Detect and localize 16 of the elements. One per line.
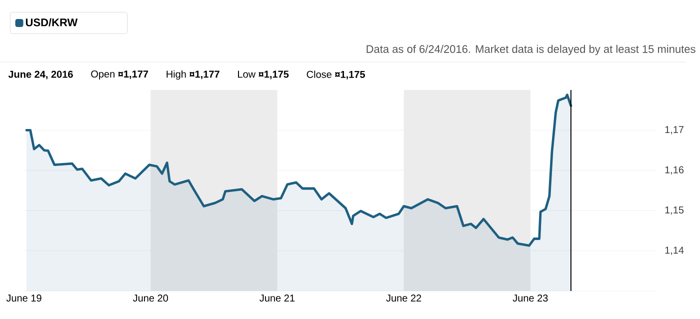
y-tick-label: 1,17 — [665, 126, 684, 134]
text: Low ¤1,175 — [238, 70, 289, 80]
y-tick-label: 1,14 — [665, 246, 684, 255]
x-tick-label: June 21 — [260, 294, 294, 302]
text: Open ¤1,177 — [91, 70, 148, 80]
y-tick-label: 1,15 — [665, 206, 684, 215]
text: High ¤1,177 — [166, 70, 220, 80]
x-tick-label: June 23 — [512, 294, 548, 302]
text: Close ¤1,175 — [306, 70, 365, 80]
x-tick-label: June 19 — [6, 294, 42, 302]
x-tick-label: June 22 — [386, 294, 422, 302]
y-tick-label: 1,16 — [665, 166, 684, 175]
x-tick-label: June 20 — [132, 294, 168, 302]
chart-subtitle: Data as of 6/24/2016. Market data is delayed by at least 15 minutes — [366, 44, 696, 56]
text: June 24, 2016 — [8, 70, 73, 80]
legend-label: USD/KRW — [26, 18, 78, 26]
